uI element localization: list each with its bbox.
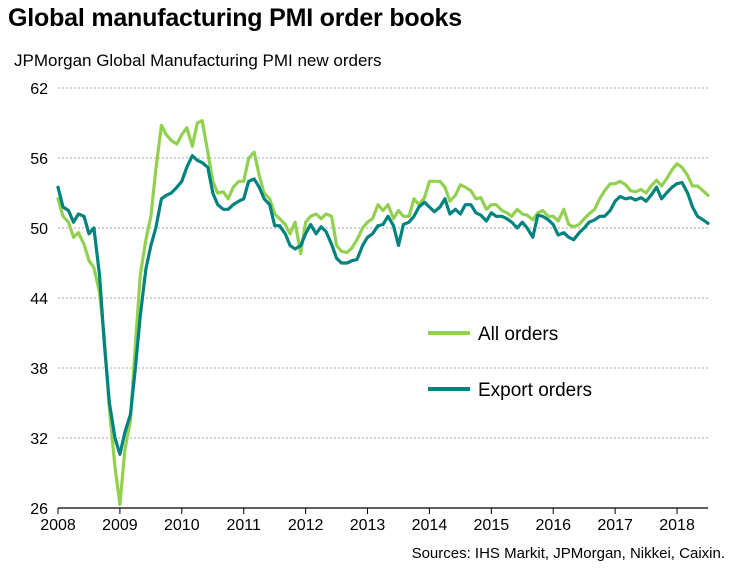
x-tick-label: 2016 — [535, 517, 571, 534]
x-tick-label: 2014 — [412, 517, 448, 534]
y-tick-label: 32 — [30, 431, 48, 448]
x-axis: 2008 2009 2010 2011 2012 2013 2014 2015 2016 2017… — [40, 507, 708, 534]
y-tick-label: 56 — [30, 151, 48, 168]
x-tick-label: 2018 — [659, 517, 695, 534]
x-tick-label: 2017 — [597, 517, 633, 534]
x-tick-label: 2013 — [350, 517, 386, 534]
chart-subtitle: JPMorgan Global Manufacturing PMI new or… — [14, 51, 382, 70]
x-tick-label: 2009 — [102, 517, 138, 534]
series-line-all-orders — [56, 119, 710, 507]
y-tick-label: 26 — [30, 501, 48, 518]
y-axis-ticks: 26 32 38 44 50 56 62 — [30, 81, 48, 518]
source-note: Sources: IHS Markit, JPMorgan, Nikkei, C… — [411, 545, 725, 562]
x-tick-label: 2010 — [164, 517, 200, 534]
series-line-export-orders — [56, 154, 710, 456]
legend-label-all-orders: All orders — [478, 324, 558, 345]
chart-title: Global manufacturing PMI order books — [8, 4, 462, 32]
x-tick-label: 2012 — [288, 517, 324, 534]
y-tick-label: 50 — [30, 221, 48, 238]
x-tick-label: 2011 — [227, 517, 262, 534]
y-tick-label: 44 — [30, 291, 48, 308]
y-tick-label: 62 — [30, 81, 48, 98]
grid-lines — [58, 87, 708, 439]
legend-label-export-orders: Export orders — [478, 380, 592, 401]
x-tick-label: 2015 — [474, 517, 510, 534]
series-lines — [56, 119, 710, 507]
legend: All orders Export orders — [428, 324, 592, 401]
x-tick-label: 2008 — [40, 517, 76, 534]
y-tick-label: 38 — [30, 361, 48, 378]
